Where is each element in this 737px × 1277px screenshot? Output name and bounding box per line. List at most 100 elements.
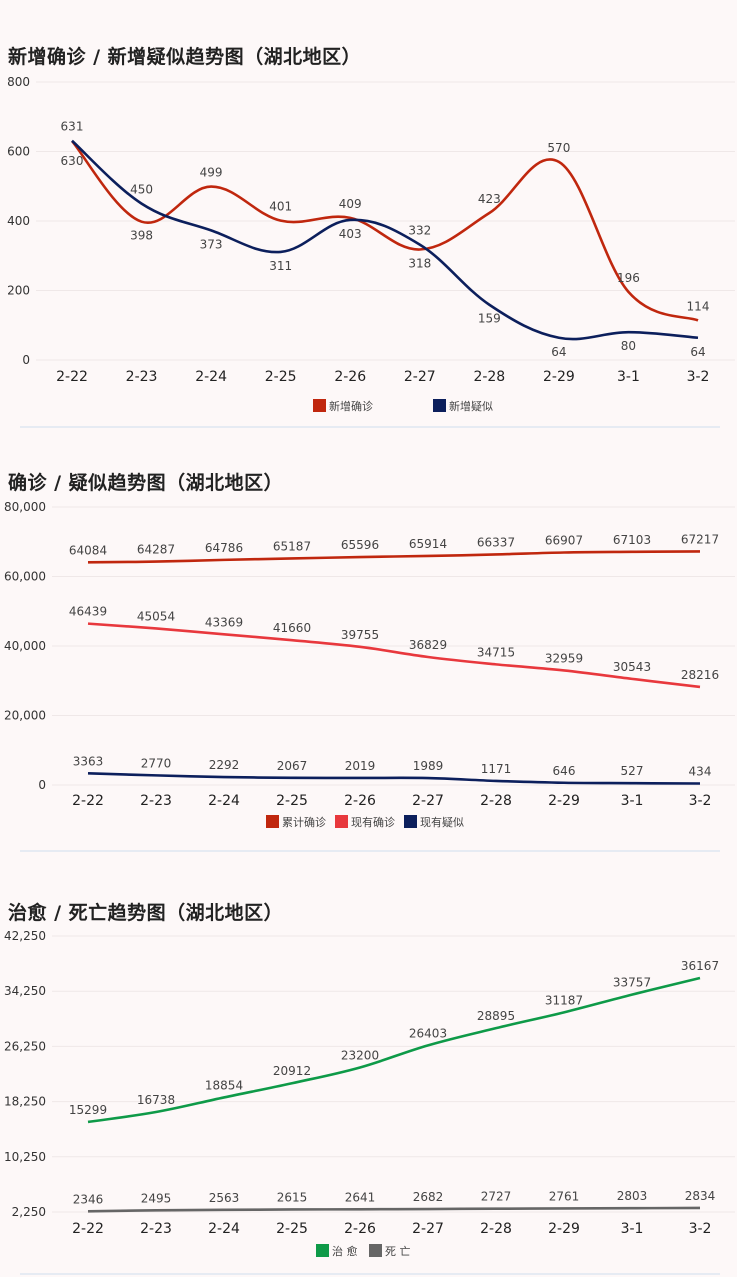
- legend-label[interactable]: 现有疑似: [420, 815, 464, 829]
- data-label: 403: [339, 227, 362, 241]
- y-tick-label: 42,250: [4, 929, 46, 943]
- legend-swatch[interactable]: [433, 399, 446, 412]
- legend-label[interactable]: 新增确诊: [329, 399, 373, 413]
- data-label: 64: [551, 345, 566, 359]
- data-label: 398: [130, 229, 153, 243]
- x-tick-label: 3-2: [687, 369, 710, 385]
- data-label: 64287: [137, 543, 175, 557]
- legend-swatch[interactable]: [316, 1244, 329, 1257]
- y-tick-label: 18,250: [4, 1095, 46, 1109]
- data-label: 2019: [345, 759, 376, 773]
- x-tick-label: 2-27: [404, 369, 436, 385]
- data-label: 30543: [613, 660, 651, 674]
- x-tick-label: 2-28: [473, 369, 505, 385]
- data-label: 67103: [613, 533, 651, 547]
- data-label: 646: [553, 764, 576, 778]
- data-label: 18854: [205, 1078, 243, 1092]
- x-tick-label: 2-22: [56, 369, 88, 385]
- x-tick-label: 2-25: [265, 369, 297, 385]
- data-label: 26403: [409, 1026, 447, 1040]
- data-label: 46439: [69, 605, 107, 619]
- x-tick-label: 2-26: [344, 793, 376, 809]
- y-tick-label: 80,000: [4, 500, 46, 514]
- data-label: 1171: [481, 762, 512, 776]
- data-label: 36167: [681, 959, 719, 973]
- legend-label[interactable]: 死 亡: [385, 1244, 411, 1258]
- data-label: 2803: [617, 1189, 648, 1203]
- divider: [20, 426, 720, 428]
- x-tick-label: 2-29: [548, 793, 580, 809]
- x-tick-label: 2-26: [344, 1221, 376, 1237]
- data-label: 65596: [341, 538, 379, 552]
- data-label: 39755: [341, 628, 379, 642]
- x-tick-label: 2-22: [72, 1221, 104, 1237]
- legend-swatch[interactable]: [404, 815, 417, 828]
- y-tick-label: 2,250: [12, 1205, 46, 1219]
- legend-swatch[interactable]: [313, 399, 326, 412]
- x-tick-label: 2-28: [480, 1221, 512, 1237]
- data-label: 631: [61, 120, 84, 134]
- chart-title: 新增确诊 / 新增疑似趋势图（湖北地区）: [8, 46, 362, 68]
- data-label: 41660: [273, 621, 311, 635]
- y-tick-label: 600: [7, 145, 30, 159]
- y-tick-label: 60,000: [4, 570, 46, 584]
- legend-label[interactable]: 新增疑似: [449, 399, 493, 413]
- y-tick-label: 10,250: [4, 1150, 46, 1164]
- x-tick-label: 2-29: [543, 369, 575, 385]
- data-label: 409: [339, 197, 362, 211]
- data-label: 2682: [413, 1190, 444, 1204]
- x-tick-label: 2-24: [208, 793, 240, 809]
- x-tick-label: 2-29: [548, 1221, 580, 1237]
- legend-swatch[interactable]: [266, 815, 279, 828]
- divider: [20, 1273, 720, 1275]
- data-label: 34715: [477, 645, 515, 659]
- data-label: 499: [200, 166, 223, 180]
- x-tick-label: 2-23: [140, 1221, 172, 1237]
- data-label: 159: [478, 312, 501, 326]
- data-label: 318: [408, 256, 431, 270]
- data-label: 196: [617, 271, 640, 285]
- data-label: 401: [269, 200, 292, 214]
- y-tick-label: 800: [7, 75, 30, 89]
- divider: [20, 850, 720, 852]
- data-label: 373: [200, 237, 223, 251]
- series-line: [87, 1206, 701, 1213]
- y-tick-label: 40,000: [4, 639, 46, 653]
- x-tick-label: 3-1: [621, 1221, 644, 1237]
- data-label: 332: [408, 224, 431, 238]
- data-label: 45054: [137, 609, 175, 623]
- chart-svg: 0 200 400 600 800 2-22 2-23 2-24 2-25 2-26 2-27 2-2…: [7, 75, 735, 413]
- data-label: 2761: [549, 1189, 580, 1203]
- legend-swatch[interactable]: [369, 1244, 382, 1257]
- data-label: 28216: [681, 668, 719, 682]
- data-label: 570: [547, 141, 570, 155]
- data-label: 28895: [477, 1009, 515, 1023]
- legend-label[interactable]: 累计确诊: [282, 815, 326, 829]
- y-tick-label: 400: [7, 214, 30, 228]
- data-label: 43369: [205, 615, 243, 629]
- legend-label[interactable]: 现有确诊: [351, 815, 395, 829]
- data-label: 15299: [69, 1103, 107, 1117]
- data-label: 3363: [73, 754, 104, 768]
- data-label: 65187: [273, 539, 311, 553]
- x-tick-label: 3-1: [621, 793, 644, 809]
- data-label: 2495: [141, 1191, 172, 1205]
- data-label: 2641: [345, 1190, 376, 1204]
- x-tick-label: 2-27: [412, 1221, 444, 1237]
- series-line: [71, 140, 699, 322]
- legend-label[interactable]: 治 愈: [332, 1244, 358, 1258]
- x-tick-label: 2-23: [126, 369, 158, 385]
- chart-panel-new-cases: 新增确诊 / 新增疑似趋势图（湖北地区） 0 200 400 600 800 2-22 2-…: [0, 0, 737, 430]
- data-label: 64786: [205, 541, 243, 555]
- legend-swatch[interactable]: [335, 815, 348, 828]
- x-tick-label: 2-26: [334, 369, 366, 385]
- data-label: 2834: [685, 1189, 716, 1203]
- data-label: 114: [687, 299, 710, 313]
- data-label: 66907: [545, 533, 583, 547]
- series-line: [87, 772, 701, 785]
- data-label: 67217: [681, 532, 719, 546]
- x-tick-label: 3-1: [617, 369, 640, 385]
- chart-title: 治愈 / 死亡趋势图（湖北地区）: [8, 902, 284, 924]
- data-label: 2346: [73, 1192, 104, 1206]
